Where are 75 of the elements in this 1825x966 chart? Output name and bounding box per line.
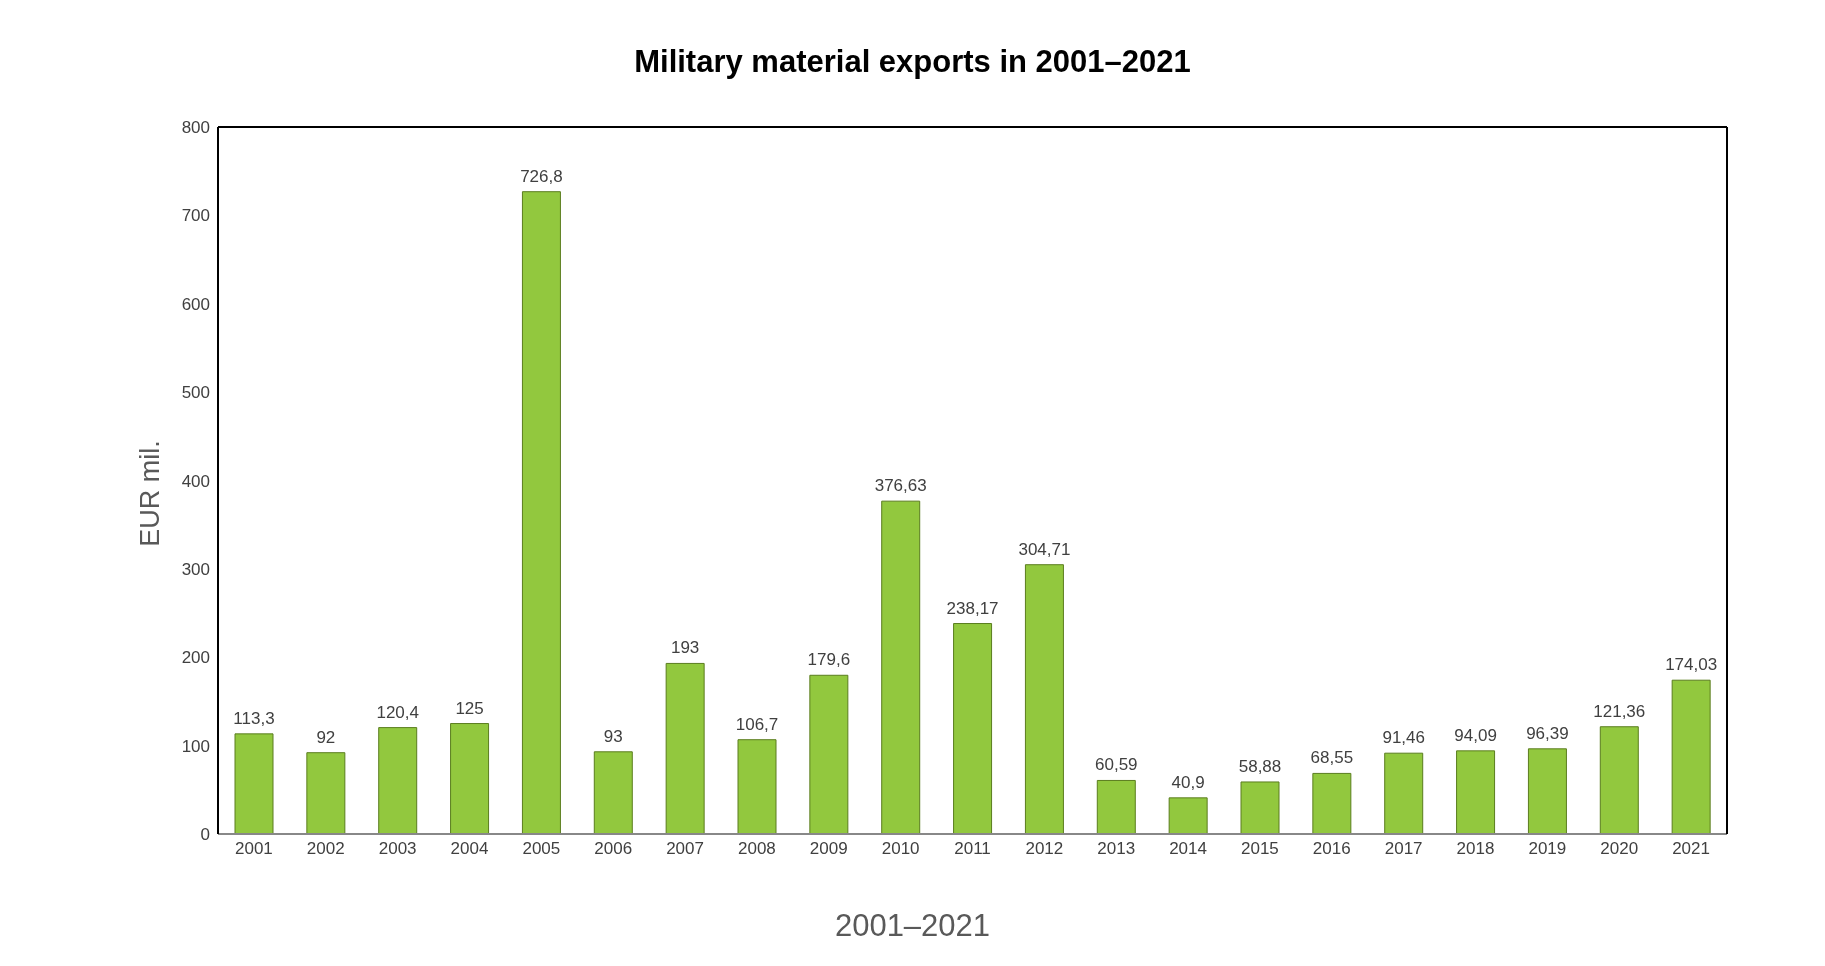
x-tick-label: 2008 <box>738 839 776 859</box>
bar <box>450 723 490 834</box>
x-tick-label: 2005 <box>522 839 561 859</box>
x-tick-label: 2003 <box>378 839 417 859</box>
data-label: 113,3 <box>233 708 275 728</box>
y-tick-label: 0 <box>200 825 210 845</box>
x-tick-label: 2017 <box>1384 839 1423 859</box>
x-tick-label: 2002 <box>306 839 345 859</box>
data-label: 376,63 <box>874 476 927 496</box>
bar <box>234 733 274 834</box>
bar <box>1168 797 1208 834</box>
data-label: 238,17 <box>946 598 999 618</box>
x-tick-label: 2013 <box>1097 839 1136 859</box>
x-tick-label: 2004 <box>450 839 489 859</box>
y-tick-label: 600 <box>181 294 210 314</box>
data-label: 179,6 <box>807 650 851 670</box>
y-tick-label: 200 <box>181 648 210 668</box>
data-label: 60,59 <box>1095 755 1138 775</box>
bar <box>809 674 849 834</box>
x-tick-label: 2021 <box>1672 839 1710 859</box>
bar <box>1096 779 1136 834</box>
bar <box>521 191 561 834</box>
data-label: 68,55 <box>1310 748 1354 768</box>
bar <box>306 752 346 834</box>
y-tick-label: 800 <box>181 118 210 138</box>
data-label: 92 <box>316 727 336 747</box>
data-label: 94,09 <box>1454 725 1497 745</box>
bar <box>737 739 777 834</box>
data-label: 58,88 <box>1238 756 1282 776</box>
x-tick-label: 2020 <box>1600 839 1639 859</box>
bar <box>1384 752 1424 834</box>
y-tick-label: 300 <box>181 559 210 579</box>
data-label: 91,46 <box>1382 728 1425 748</box>
data-label: 40,9 <box>1171 772 1205 792</box>
x-tick-label: 2011 <box>954 839 991 859</box>
bar <box>665 662 705 834</box>
data-label: 304,71 <box>1018 539 1071 559</box>
bar <box>1456 750 1496 834</box>
x-tick-label: 2009 <box>809 839 848 859</box>
x-tick-label: 2014 <box>1169 839 1207 859</box>
x-tick-label: 2012 <box>1025 839 1064 859</box>
x-tick-label: 2018 <box>1456 839 1495 859</box>
bar <box>1599 726 1639 834</box>
bar <box>1240 781 1280 834</box>
x-tick-label: 2010 <box>881 839 920 859</box>
x-tick-label: 2007 <box>666 839 704 859</box>
x-tick-label: 2015 <box>1241 839 1279 859</box>
y-tick-label: 400 <box>181 471 210 491</box>
x-axis-title: 2001–2021 <box>833 908 992 944</box>
data-label: 125 <box>455 698 484 718</box>
bar <box>593 751 633 834</box>
y-tick-label: 100 <box>181 736 210 756</box>
bar <box>1527 748 1567 834</box>
data-label: 93 <box>603 726 623 746</box>
data-label: 96,39 <box>1526 723 1569 743</box>
bar <box>378 727 418 834</box>
x-tick-label: 2016 <box>1312 839 1351 859</box>
data-label: 726,8 <box>520 166 563 186</box>
data-label: 106,7 <box>735 714 779 734</box>
x-tick-label: 2006 <box>594 839 633 859</box>
bar <box>953 623 993 834</box>
y-axis-title: EUR mil. <box>134 439 166 549</box>
data-label: 193 <box>670 638 700 658</box>
x-tick-label: 2019 <box>1528 839 1567 859</box>
data-label: 121,36 <box>1593 701 1646 721</box>
data-label: 174,03 <box>1665 655 1718 675</box>
x-tick-label: 2001 <box>235 839 273 859</box>
y-tick-label: 700 <box>181 206 210 226</box>
chart-title: Military material exports in 2001–2021 <box>633 43 1192 81</box>
bar <box>1671 679 1711 834</box>
y-tick-label: 500 <box>181 383 210 403</box>
bar <box>881 500 921 834</box>
data-label: 120,4 <box>376 702 419 722</box>
bar <box>1024 564 1064 834</box>
bar <box>1312 772 1352 834</box>
